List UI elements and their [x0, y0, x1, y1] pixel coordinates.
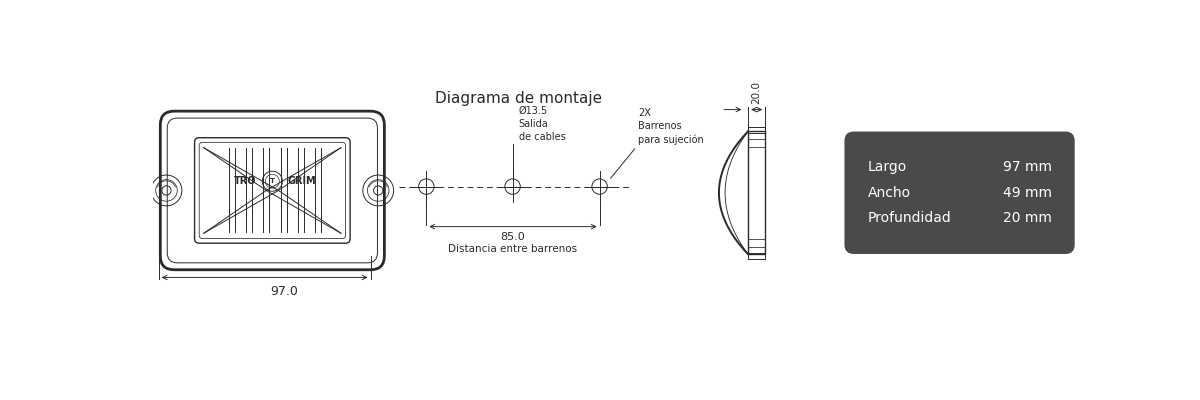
FancyBboxPatch shape — [845, 132, 1075, 254]
Text: 20.0: 20.0 — [751, 81, 762, 104]
Text: Diagrama de montaje: Diagrama de montaje — [436, 90, 602, 106]
Text: 85.0: 85.0 — [500, 232, 526, 242]
Bar — [749, 126, 766, 133]
Text: Largo: Largo — [868, 160, 907, 174]
Text: TRO: TRO — [234, 176, 257, 186]
Text: Ancho: Ancho — [868, 186, 911, 200]
Text: 49 mm: 49 mm — [1002, 186, 1051, 200]
Text: Profundidad: Profundidad — [868, 211, 952, 225]
Text: Distancia entre barrenos: Distancia entre barrenos — [449, 244, 577, 254]
Text: Ø13.5
Salida
de cables: Ø13.5 Salida de cables — [518, 106, 565, 142]
Text: 2X
Barrenos
para sujeción: 2X Barrenos para sujeción — [638, 108, 704, 145]
Text: 97 mm: 97 mm — [1002, 160, 1051, 174]
Text: 20 mm: 20 mm — [1003, 211, 1051, 225]
Text: T: T — [270, 178, 275, 184]
Text: 97.0: 97.0 — [270, 285, 298, 298]
Bar — [749, 253, 766, 259]
Bar — [749, 131, 766, 254]
Text: GRIM: GRIM — [287, 176, 316, 186]
